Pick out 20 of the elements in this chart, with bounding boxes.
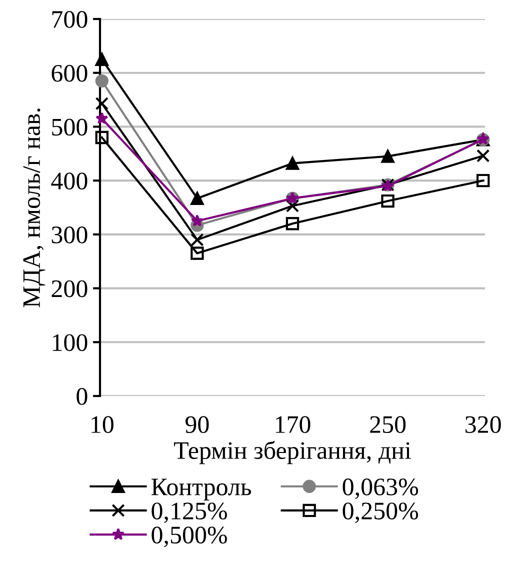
legend-label: Контроль	[151, 478, 252, 500]
y-tick-label: 200	[52, 280, 88, 298]
legend-label: 0,063%	[342, 478, 418, 499]
y-tick-label: 600	[52, 64, 88, 82]
x-tick-label: 90	[186, 416, 209, 434]
x-tick-label: 170	[276, 416, 310, 434]
legend-label: 0,250%	[342, 502, 418, 524]
y-tick-label: 500	[52, 118, 88, 136]
x-axis-title: Термін зберігання, дні	[174, 440, 411, 464]
x-tick-label: 10	[92, 416, 114, 434]
x-tick-label: 250	[370, 416, 406, 434]
legend-label: 0,500%	[152, 526, 227, 548]
y-tick-label: 700	[52, 11, 88, 28]
y-axis-title: МДА, нмоль/г нав.	[23, 108, 46, 308]
y-tick-label: 400	[51, 172, 88, 190]
y-tick-label: 100	[52, 334, 88, 352]
x-tick-label: 320	[466, 416, 501, 434]
y-tick-label: 300	[52, 226, 88, 244]
y-tick-label: 0	[76, 388, 88, 405]
legend-label: 0,125%	[152, 502, 227, 524]
